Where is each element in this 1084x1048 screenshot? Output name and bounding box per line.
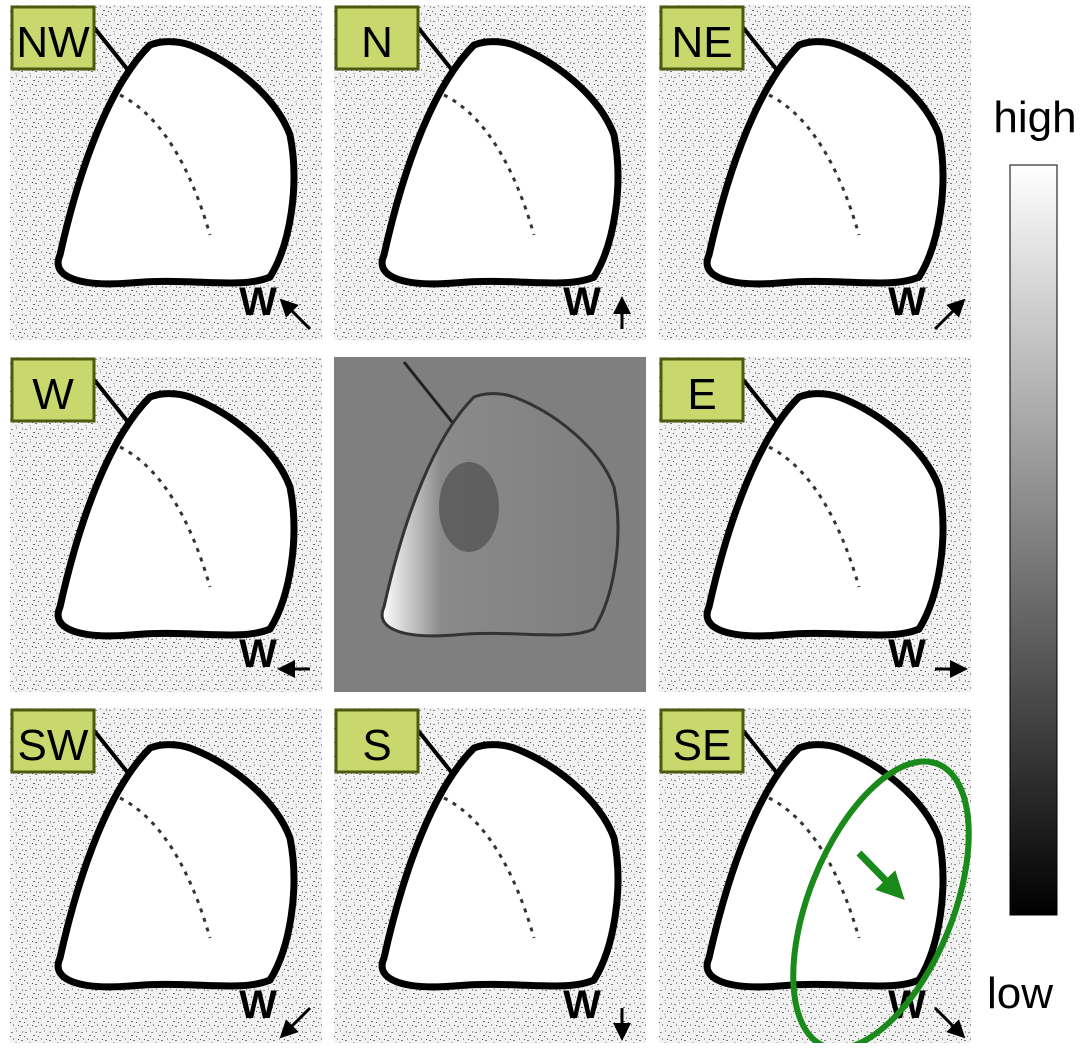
colorbar-high-label: high — [993, 93, 1076, 142]
nucleus — [439, 462, 499, 552]
direction-label: W — [32, 370, 74, 419]
panel: NE W — [659, 5, 971, 340]
colorbar-low-label: low — [987, 969, 1053, 1018]
marker-label: W — [888, 632, 926, 676]
marker-label: W — [239, 280, 277, 324]
direction-label: S — [362, 721, 391, 770]
panel: EW — [659, 357, 971, 692]
panel: NW W — [10, 5, 322, 340]
direction-label: NW — [16, 18, 90, 67]
colorbar — [1010, 165, 1057, 915]
marker-label: W — [563, 983, 601, 1027]
panel: WW — [10, 357, 322, 692]
marker-label: W — [563, 280, 601, 324]
panel: SW W — [10, 708, 322, 1043]
marker-label: W — [239, 983, 277, 1027]
marker-label: W — [239, 632, 277, 676]
direction-label: E — [687, 370, 716, 419]
direction-label: NE — [671, 18, 732, 67]
panel: SEW — [659, 708, 1005, 1043]
panel: SW — [334, 708, 646, 1043]
direction-label: N — [361, 18, 393, 67]
figure: NWWNWNEWWWEWSWWSWSEW high low — [0, 0, 1084, 1043]
direction-label: SE — [673, 721, 732, 770]
panel — [334, 357, 646, 692]
panel: NW — [334, 5, 646, 340]
direction-label: SW — [18, 721, 89, 770]
marker-label: W — [888, 280, 926, 324]
